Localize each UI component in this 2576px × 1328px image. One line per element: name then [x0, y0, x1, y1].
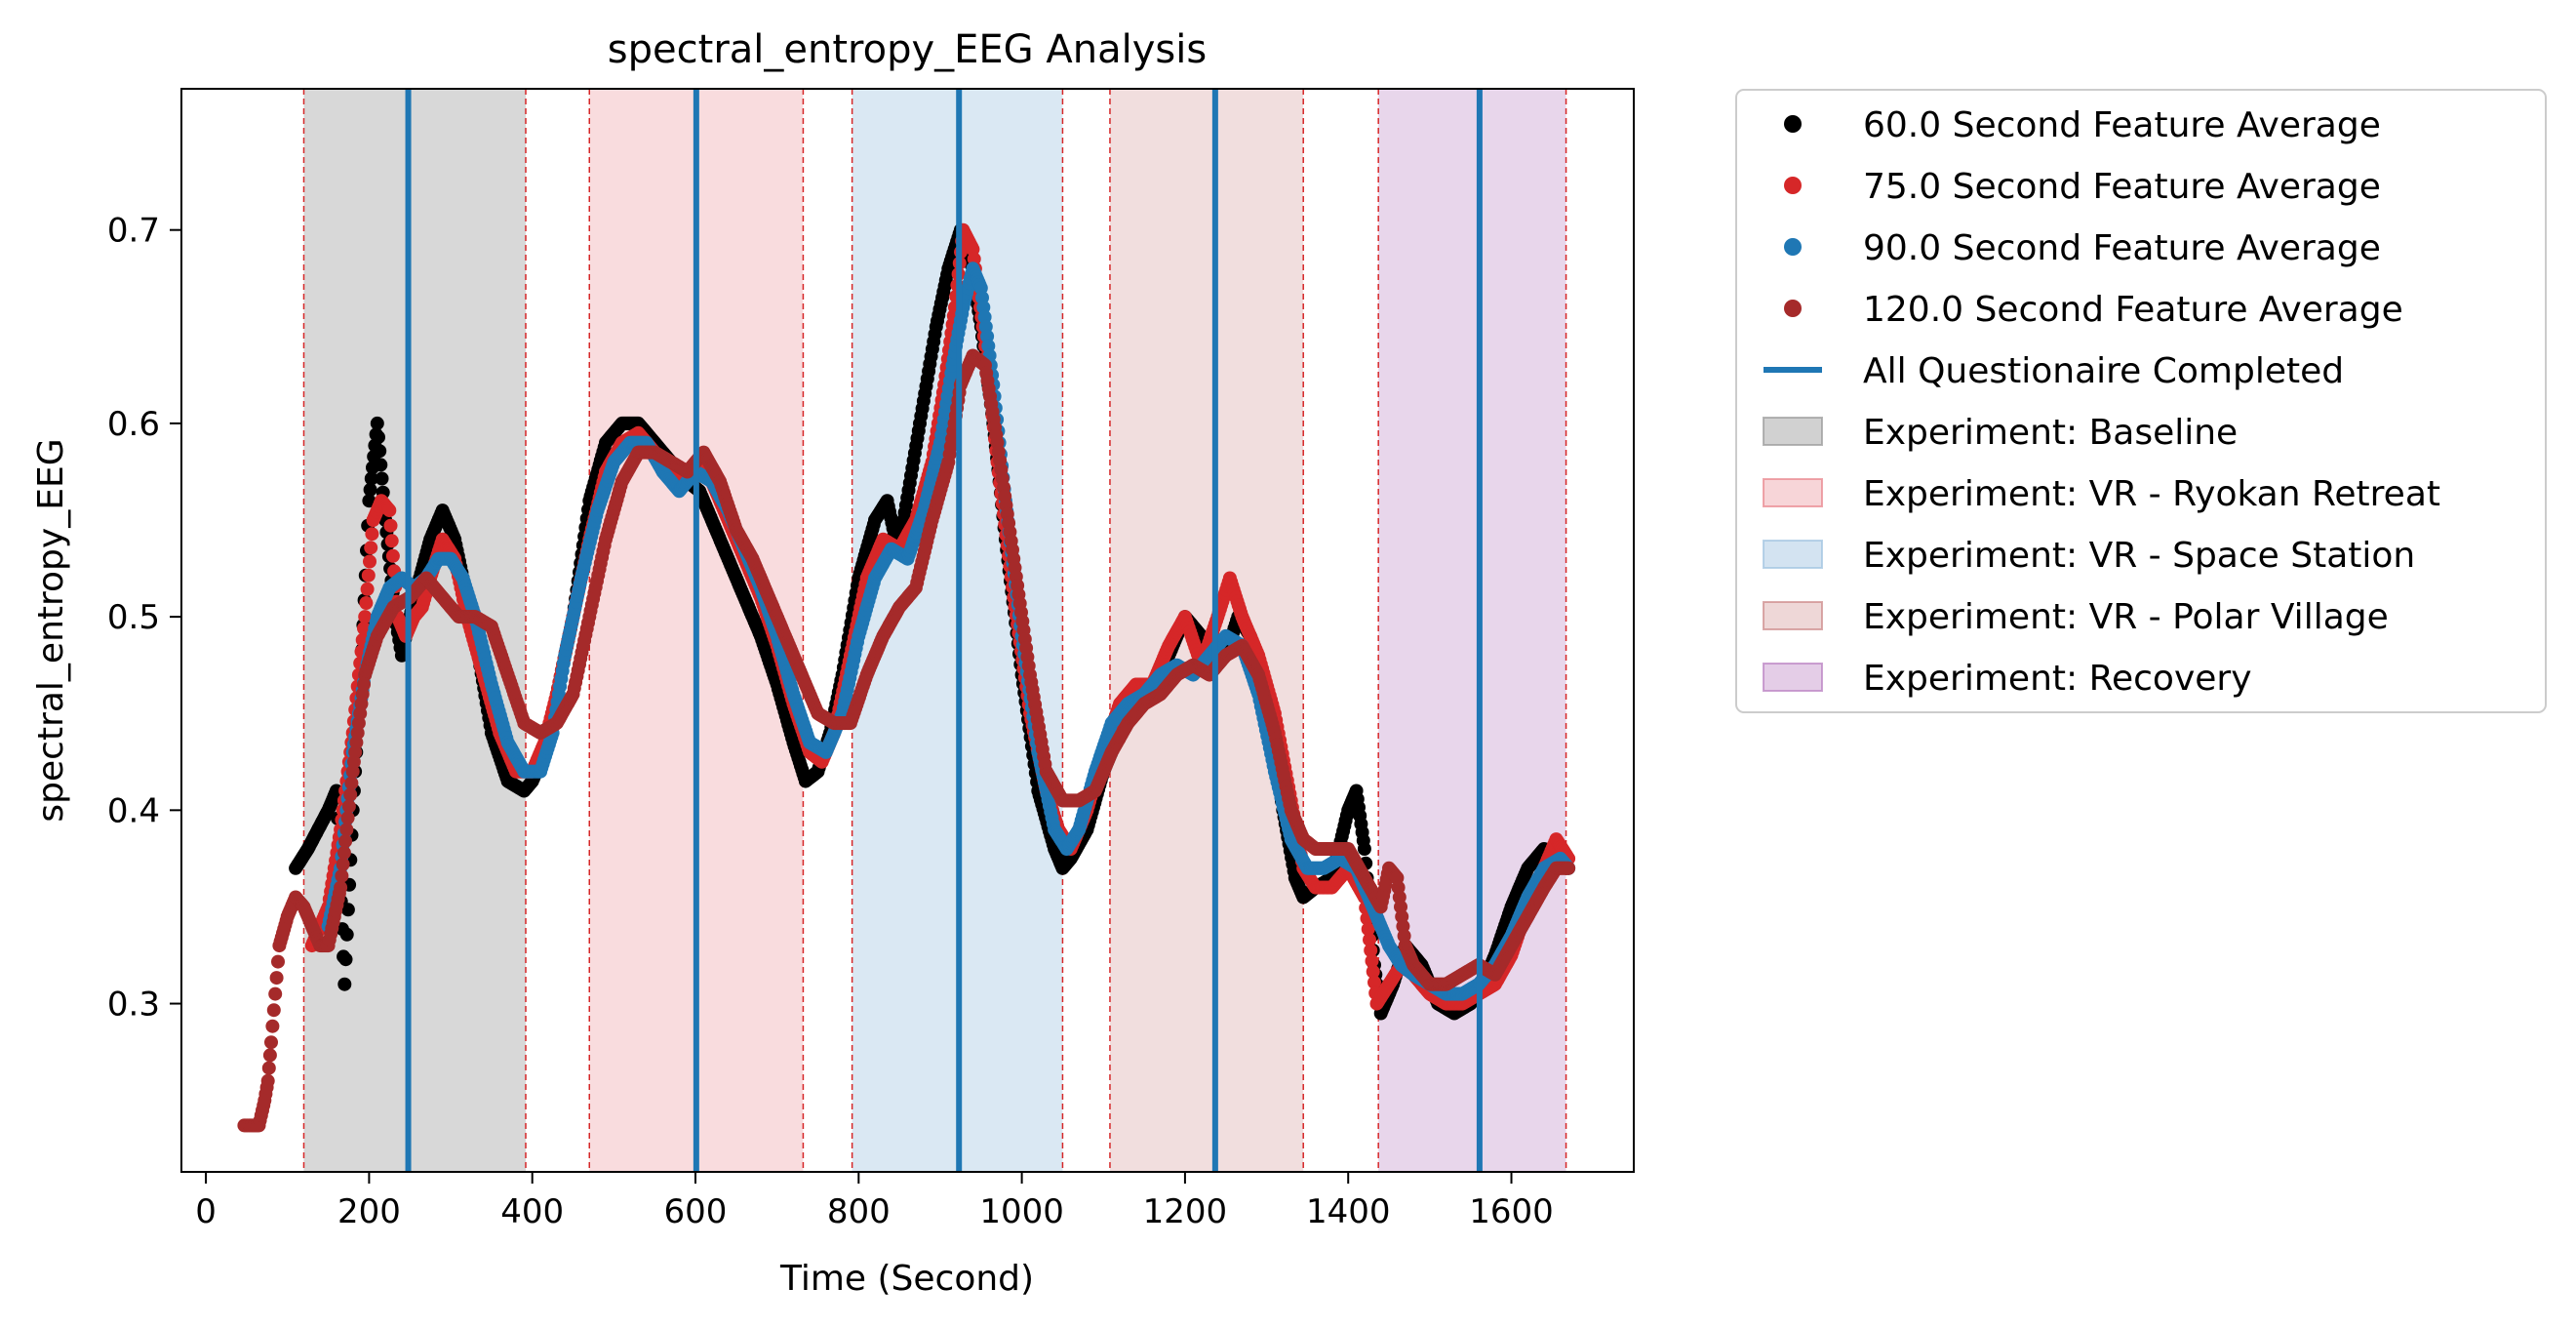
- series-1-point: [1365, 953, 1379, 968]
- series-0-point: [1357, 842, 1371, 856]
- series-3-point: [344, 776, 359, 790]
- series-0-point: [340, 903, 355, 917]
- x-tick-label-5: 1000: [979, 1192, 1064, 1231]
- legend-swatch-3: [1763, 601, 1823, 630]
- series-3-point: [264, 1035, 278, 1050]
- legend: 60.0 Second Feature Average 75.0 Second F…: [1735, 89, 2547, 713]
- legend-phase-label-4: Experiment: Recovery: [1863, 659, 2252, 699]
- series-3-point: [1562, 861, 1576, 875]
- legend-label-1: 75.0 Second Feature Average: [1863, 167, 2381, 207]
- x-tick-label-7: 1400: [1306, 1192, 1391, 1231]
- series-3: [237, 348, 1576, 1133]
- series-0-point: [373, 444, 387, 459]
- x-tick-label-3: 600: [664, 1192, 728, 1231]
- x-tick-label-1: 200: [337, 1192, 401, 1231]
- legend-marker-0: [1784, 115, 1802, 133]
- series-0-point: [364, 471, 378, 486]
- y-tick-label-4: 0.7: [107, 212, 160, 251]
- series-0-point: [362, 494, 376, 508]
- legend-frame: [1735, 89, 2547, 713]
- series-1-point: [363, 554, 376, 569]
- series-3-point: [261, 1061, 276, 1075]
- x-tick-label-6: 1200: [1143, 1192, 1228, 1231]
- series-3-point: [268, 986, 283, 1001]
- x-axis: 0 200 400 600 800 1000 1200 1400 1600: [195, 1172, 1554, 1231]
- series-0-point: [374, 458, 388, 472]
- plot-area: [180, 88, 1635, 1173]
- legend-swatch-0: [1763, 417, 1823, 446]
- legend-phase-label-1: Experiment: VR - Ryokan Retreat: [1863, 474, 2440, 514]
- series-3-point: [340, 811, 355, 825]
- series-1-point: [361, 568, 376, 583]
- series-3-point: [269, 971, 284, 986]
- series-0-point: [375, 471, 389, 486]
- legend-phase-label-0: Experiment: Baseline: [1863, 413, 2238, 453]
- series-3-point: [260, 1073, 275, 1088]
- series-layer: [237, 222, 1576, 1133]
- series-1-point: [360, 582, 375, 596]
- series-1-point: [1361, 922, 1375, 937]
- y-tick-label-1: 0.4: [107, 791, 160, 830]
- series-1-point: [1367, 975, 1381, 989]
- series-1-point: [1364, 944, 1378, 957]
- series-1-point: [382, 503, 397, 518]
- x-tick-label-2: 400: [500, 1192, 564, 1231]
- y-tick-label-3: 0.6: [107, 405, 160, 444]
- series-3-point: [334, 880, 348, 895]
- series-0-point: [339, 927, 354, 942]
- x-tick-label-0: 0: [195, 1192, 217, 1231]
- legend-swatch-1: [1763, 478, 1823, 507]
- legend-marker-3: [1784, 300, 1802, 317]
- series-0-point: [363, 482, 377, 497]
- series-3-point: [266, 1003, 281, 1018]
- legend-phase-label-2: Experiment: VR - Space Station: [1863, 536, 2415, 576]
- questionnaire-lines: [405, 89, 1483, 1172]
- series-1-point: [365, 527, 379, 542]
- y-axis: 0.3 0.4 0.5 0.6 0.7: [107, 212, 181, 1025]
- series-1-point: [364, 541, 378, 555]
- series-0-point: [338, 952, 353, 967]
- legend-marker-2: [1784, 238, 1802, 256]
- series-1-point: [385, 548, 400, 563]
- series-3-point: [339, 823, 354, 837]
- series-3-point: [337, 845, 351, 860]
- series-3-point: [271, 954, 285, 969]
- legend-swatch-2: [1763, 540, 1823, 569]
- legend-label-2: 90.0 Second Feature Average: [1863, 228, 2381, 268]
- series-1-point: [1366, 964, 1380, 979]
- x-tick-label-4: 800: [827, 1192, 891, 1231]
- y-axis-label: spectral_entropy_EEG: [31, 438, 71, 822]
- series-0-point: [372, 430, 385, 445]
- series-0-point: [337, 977, 352, 991]
- series-1-point: [383, 518, 398, 533]
- legend-marker-1: [1784, 177, 1802, 194]
- series-1-point: [359, 596, 374, 610]
- series-1-point: [384, 534, 399, 548]
- series-1-point: [358, 610, 373, 624]
- series-3-point: [265, 1019, 280, 1033]
- y-tick-label-2: 0.5: [107, 598, 160, 637]
- series-3-point: [343, 787, 358, 802]
- series-1-point: [1363, 933, 1376, 947]
- series-3-point: [262, 1048, 277, 1063]
- chart-title: spectral_entropy_EEG Analysis: [608, 27, 1207, 72]
- legend-swatch-4: [1763, 663, 1823, 692]
- series-3-point: [338, 834, 353, 849]
- series-3-point: [341, 799, 356, 814]
- plot-frame: [180, 88, 1635, 1173]
- series-3-point: [335, 868, 349, 883]
- legend-label-vline: All Questionaire Completed: [1863, 351, 2344, 391]
- x-tick-label-8: 1600: [1469, 1192, 1554, 1231]
- legend-label-0: 60.0 Second Feature Average: [1863, 105, 2381, 145]
- series-3-point: [336, 857, 350, 871]
- series-0-point: [370, 416, 384, 430]
- legend-phase-label-3: Experiment: VR - Polar Village: [1863, 597, 2389, 637]
- legend-label-3: 120.0 Second Feature Average: [1863, 290, 2403, 330]
- y-tick-label-0: 0.3: [107, 986, 160, 1025]
- x-axis-label: Time (Second): [779, 1259, 1034, 1299]
